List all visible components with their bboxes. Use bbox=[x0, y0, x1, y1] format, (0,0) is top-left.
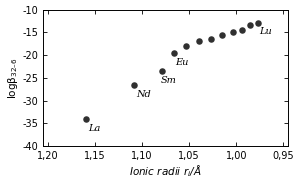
Point bbox=[256, 22, 260, 25]
Point bbox=[160, 70, 164, 73]
Point bbox=[184, 44, 189, 47]
Text: Sm: Sm bbox=[161, 76, 177, 85]
Point bbox=[220, 33, 225, 36]
Point bbox=[196, 40, 201, 43]
Point bbox=[230, 31, 235, 34]
Point bbox=[248, 24, 253, 27]
Text: Eu: Eu bbox=[175, 58, 188, 67]
Point bbox=[83, 117, 88, 120]
Point bbox=[172, 51, 176, 54]
Text: Nd: Nd bbox=[136, 90, 151, 99]
Point bbox=[131, 83, 136, 86]
Y-axis label: logβ$_{32–6}$: logβ$_{32–6}$ bbox=[6, 57, 20, 99]
Text: Lu: Lu bbox=[259, 27, 272, 36]
X-axis label: Ionic radii $r_i$/Å: Ionic radii $r_i$/Å bbox=[129, 164, 202, 179]
Point bbox=[239, 28, 244, 31]
Text: La: La bbox=[88, 124, 101, 133]
Point bbox=[208, 38, 213, 41]
